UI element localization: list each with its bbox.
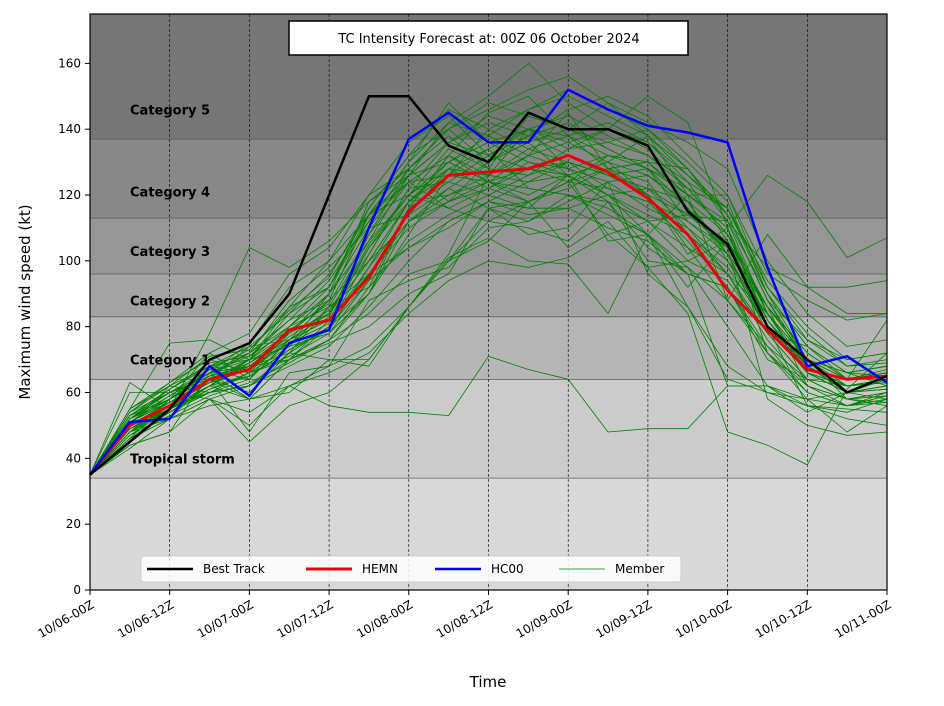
series-line-hc00 [89, 88, 888, 476]
member-lines [89, 63, 888, 476]
x-tick-label: 10/06-12Z [115, 597, 176, 640]
x-axis: 10/06-00Z 10/06-12Z 10/07-00Z 10/07-12Z 10/0… [35, 590, 894, 641]
member-line [89, 174, 888, 476]
member-line [89, 161, 888, 476]
category-label: Tropical storm [130, 452, 235, 467]
legend-label: Member [615, 562, 664, 576]
legend-label: HC00 [491, 562, 524, 576]
legend-box [140, 555, 682, 583]
legend-label: HEMN [362, 562, 398, 576]
category-label: Category 5 [130, 103, 210, 118]
x-axis-title: Time [469, 673, 507, 691]
x-tick-label: 10/10-00Z [673, 597, 734, 640]
series-line-best-track [89, 95, 888, 476]
y-tick-label: 60 [66, 386, 81, 400]
category-label: Category 2 [130, 294, 210, 309]
legend-label: Best Track [203, 562, 265, 576]
x-tick-label: 10/07-00Z [195, 597, 256, 640]
member-line [89, 102, 888, 476]
y-tick-label: 160 [58, 56, 81, 70]
x-tick-label: 10/11-00Z [832, 597, 893, 640]
member-line [89, 181, 888, 476]
y-tick-label: 140 [58, 122, 81, 136]
member-line [89, 115, 888, 476]
x-tick-label: 10/06-00Z [35, 597, 96, 640]
x-tick-label: 10/07-12Z [275, 597, 336, 640]
chart-title-box: TC Intensity Forecast at: 00Z 06 October… [288, 20, 689, 56]
y-axis: 0 20 40 60 80 100 120 140 160 [58, 56, 90, 597]
category-label: Category 4 [130, 186, 210, 201]
chart-title: TC Intensity Forecast at: 00Z 06 October… [337, 32, 639, 47]
legend: Best Track HEMN HC00 Member [140, 555, 682, 583]
x-tick-label: 10/09-12Z [593, 597, 654, 640]
y-tick-label: 0 [73, 583, 81, 597]
x-tick-label: 10/08-00Z [354, 597, 415, 640]
x-tick-label: 10/08-12Z [434, 597, 495, 640]
main-series-lines [88, 88, 888, 476]
category-labels: Tropical storm Category 1 Category 2 Catego… [130, 103, 235, 467]
category-label: Category 3 [130, 245, 210, 260]
category-label: Category 1 [130, 354, 210, 369]
y-axis-title: Maximum wind speed (kt) [16, 204, 34, 399]
member-line [89, 115, 888, 476]
x-tick-label: 10/10-12Z [753, 597, 814, 640]
member-line [89, 128, 888, 476]
y-tick-label: 80 [66, 320, 81, 334]
y-tick-label: 20 [66, 517, 81, 531]
y-tick-label: 120 [58, 188, 81, 202]
y-tick-label: 40 [66, 451, 81, 465]
member-line [89, 234, 888, 476]
member-line [89, 355, 888, 475]
member-line [89, 194, 888, 476]
y-tick-label: 100 [58, 254, 81, 268]
x-tick-label: 10/09-00Z [514, 597, 575, 640]
